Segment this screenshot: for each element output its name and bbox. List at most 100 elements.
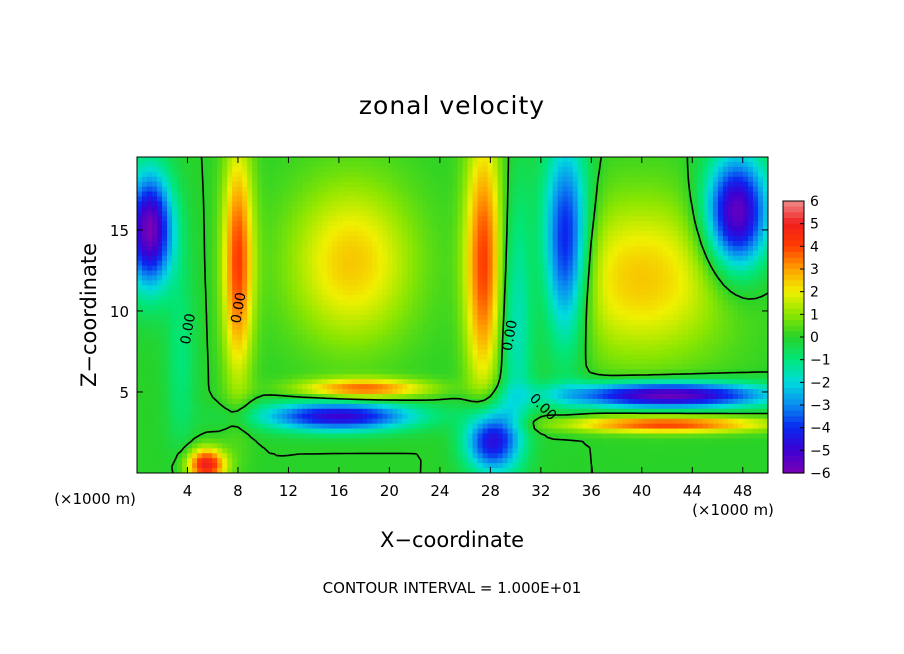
heatmap-cell <box>752 191 759 198</box>
heatmap-cell <box>247 161 253 168</box>
heatmap-cell <box>472 186 479 193</box>
heatmap-cell <box>382 270 388 277</box>
heatmap-cell <box>142 329 148 336</box>
heatmap-cell <box>152 300 158 306</box>
heatmap-cell <box>507 206 514 212</box>
heatmap-cell <box>452 231 459 237</box>
heatmap-cell <box>482 349 489 356</box>
heatmap-cell <box>722 157 729 163</box>
heatmap-cell <box>182 295 188 301</box>
heatmap-cell <box>402 240 409 247</box>
heatmap-cell <box>412 315 419 321</box>
heatmap-cell <box>147 236 153 242</box>
heatmap-cell <box>657 339 664 346</box>
heatmap-cell <box>282 201 288 207</box>
heatmap-cell <box>302 260 308 267</box>
heatmap-cell <box>427 265 434 272</box>
heatmap-cell <box>557 324 564 331</box>
heatmap-cell <box>732 275 739 282</box>
heatmap-cell <box>392 226 399 232</box>
heatmap-cell <box>567 161 574 168</box>
heatmap-cell <box>712 240 719 247</box>
heatmap-cell <box>147 255 153 262</box>
heatmap-cell <box>612 221 619 227</box>
heatmap-cell <box>387 161 394 168</box>
heatmap-cell <box>497 196 504 203</box>
heatmap-cell <box>532 221 539 227</box>
heatmap-cell <box>337 171 343 178</box>
heatmap-cell <box>727 334 734 341</box>
heatmap-cell <box>327 206 333 212</box>
heatmap-cell <box>317 310 323 316</box>
heatmap-cell <box>492 161 499 168</box>
heatmap-cell <box>477 315 484 321</box>
heatmap-cell <box>357 226 363 232</box>
heatmap-cell <box>147 176 153 183</box>
heatmap-cell <box>687 300 694 306</box>
heatmap-cell <box>442 211 449 217</box>
heatmap-cell <box>577 240 584 247</box>
heatmap-cell <box>642 290 649 296</box>
heatmap-cell <box>377 319 383 326</box>
heatmap-cell <box>672 176 679 183</box>
heatmap-cell <box>182 161 188 168</box>
heatmap-cell <box>452 191 459 198</box>
heatmap-cell <box>437 250 444 257</box>
heatmap-cell <box>362 216 368 222</box>
heatmap-cell <box>342 339 348 346</box>
heatmap-cell <box>237 240 243 247</box>
heatmap-cell <box>467 270 474 277</box>
heatmap-cell <box>757 255 764 262</box>
heatmap-cell <box>137 166 143 173</box>
heatmap-cell <box>742 260 749 267</box>
heatmap-cell <box>332 349 338 356</box>
heatmap-cell <box>697 334 704 341</box>
heatmap-cell <box>567 260 574 267</box>
heatmap-cell <box>277 319 283 326</box>
heatmap-cell <box>402 334 409 341</box>
heatmap-cell <box>267 171 273 178</box>
heatmap-cell <box>542 216 549 222</box>
heatmap-cell <box>397 260 404 267</box>
heatmap-cell <box>342 226 348 232</box>
heatmap-cell <box>697 161 704 168</box>
heatmap-cell <box>347 181 353 188</box>
heatmap-cell <box>487 349 494 356</box>
heatmap-cell <box>672 255 679 262</box>
heatmap-cell <box>407 201 414 207</box>
heatmap-cell <box>722 211 729 217</box>
heatmap-cell <box>717 245 724 252</box>
heatmap-cell <box>447 191 454 198</box>
heatmap-cell <box>572 196 579 203</box>
heatmap-cell <box>577 171 584 178</box>
heatmap-cell <box>522 171 529 178</box>
heatmap-cell <box>467 339 474 346</box>
heatmap-cell <box>322 324 328 331</box>
heatmap-cell <box>212 250 218 257</box>
heatmap-cell <box>682 265 689 272</box>
heatmap-cell <box>672 329 679 336</box>
heatmap-cell <box>592 329 599 336</box>
heatmap-cell <box>577 161 584 168</box>
heatmap-cell <box>667 186 674 193</box>
heatmap-cell <box>257 334 263 341</box>
heatmap-cell <box>737 305 744 311</box>
heatmap-cell <box>702 171 709 178</box>
heatmap-cell <box>177 344 183 351</box>
heatmap-cell <box>592 181 599 188</box>
heatmap-cell <box>307 201 313 207</box>
heatmap-cell <box>457 171 464 178</box>
heatmap-cell <box>522 186 529 193</box>
heatmap-cell <box>327 196 333 203</box>
heatmap-cell <box>462 211 469 217</box>
heatmap-cell <box>357 280 363 286</box>
heatmap-cell <box>172 300 178 306</box>
heatmap-cell <box>397 290 404 296</box>
heatmap-cell <box>652 324 659 331</box>
heatmap-cell <box>522 240 529 247</box>
heatmap-cell <box>462 310 469 316</box>
heatmap-cell <box>707 186 714 193</box>
heatmap-cell <box>592 290 599 296</box>
heatmap-cell <box>587 334 594 341</box>
heatmap-cell <box>607 275 614 282</box>
